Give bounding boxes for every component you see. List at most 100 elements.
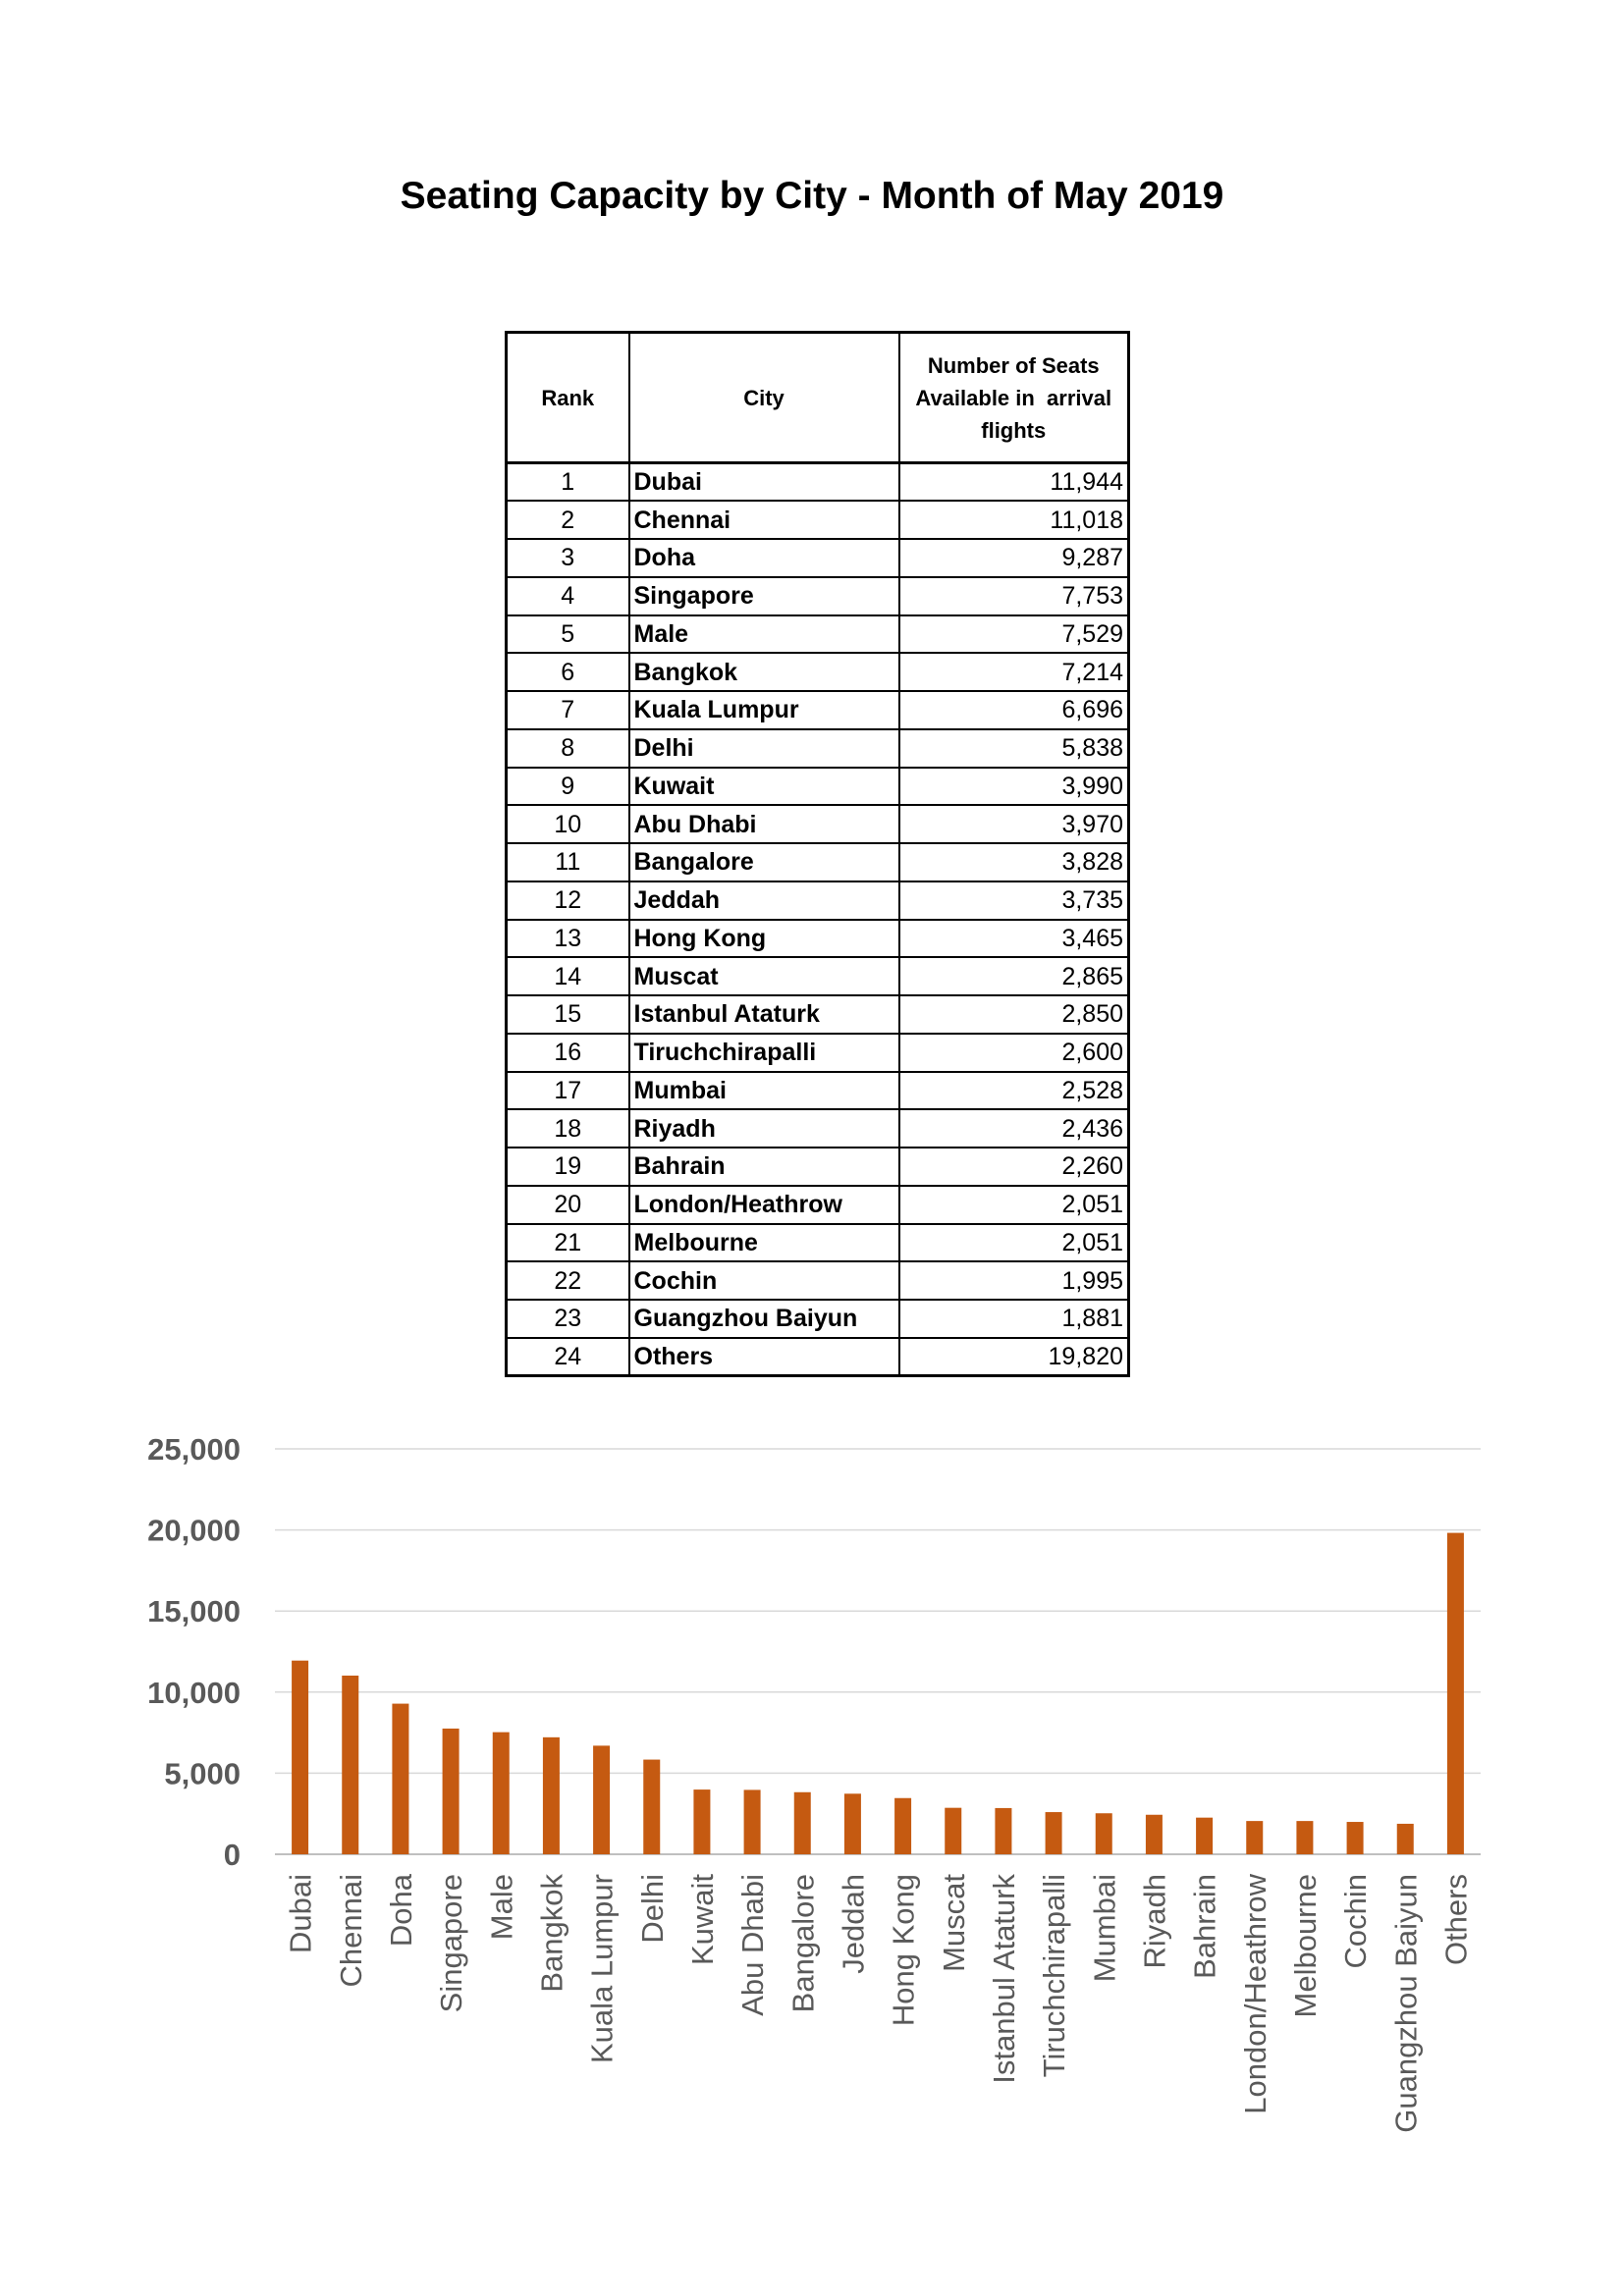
header-rank: Rank [505,331,630,464]
cell-rank: 4 [505,575,630,616]
table-row: 9 Kuwait 3,990 [505,766,1130,807]
table-row: 2 Chennai 11,018 [505,500,1130,540]
table-row: 13 Hong Kong 3,465 [505,918,1130,959]
cell-seats: 3,828 [897,842,1130,882]
cell-city: Dubai [627,461,900,503]
cell-rank: 20 [505,1184,630,1225]
bar [793,1791,811,1854]
bar [1196,1817,1214,1854]
y-tick-label: 25,000 [147,1432,241,1467]
x-tick-label: Kuwait [685,1874,720,1965]
table-row: 7 Kuala Lumpur 6,696 [505,690,1130,730]
bar [392,1703,409,1854]
x-tick-label: Singapore [434,1874,468,2012]
cell-rank: 23 [505,1299,630,1339]
bar [1045,1812,1062,1854]
cell-seats: 7,214 [897,652,1130,692]
bar [342,1675,359,1854]
x-tick-label: Istanbul Ataturk [987,1874,1021,2084]
cell-rank: 19 [505,1147,630,1187]
table-row: 3 Doha 9,287 [505,538,1130,578]
cell-rank: 14 [505,956,630,996]
bar [1095,1813,1112,1854]
table-body: 1 Dubai 11,944 2 Chennai 11,018 3 Doha 9,287 4 Sin… [505,461,1130,1377]
x-tick-label: Male [484,1874,518,1940]
x-tick-label: Delhi [635,1874,670,1944]
cell-rank: 17 [505,1070,630,1111]
cell-rank: 22 [505,1260,630,1301]
bar [1246,1821,1264,1854]
cell-seats: 5,838 [897,727,1130,769]
y-tick-label: 20,000 [147,1514,241,1548]
x-tick-label: Bangkok [534,1874,568,1993]
cell-city: Male [627,614,900,655]
bar [492,1732,510,1854]
bar [542,1736,560,1854]
cell-rank: 10 [505,804,630,844]
bar [945,1807,962,1854]
table-row: 1 Dubai 11,944 [505,461,1130,503]
cell-seats: 7,529 [897,614,1130,655]
cell-rank: 2 [505,500,630,540]
table-row: 10 Abu Dhabi 3,970 [505,804,1130,844]
cell-seats: 3,970 [897,804,1130,844]
table-row: 4 Singapore 7,753 [505,575,1130,616]
cell-rank: 12 [505,880,630,921]
x-tick-label: Chennai [334,1874,368,1987]
bar [1446,1532,1464,1854]
cell-rank: 7 [505,690,630,730]
table-row: 20 London/Heathrow 2,051 [505,1184,1130,1225]
cell-rank: 21 [505,1222,630,1263]
cell-seats: 2,865 [897,956,1130,996]
x-tick-label: Doha [384,1873,418,1947]
x-tick-label: Muscat [937,1874,971,1972]
cell-seats: 2,051 [897,1184,1130,1225]
bar [693,1789,711,1854]
cell-seats: 19,820 [897,1336,1130,1377]
cell-rank: 3 [505,538,630,578]
bar [743,1789,761,1854]
table-row: 6 Bangkok 7,214 [505,652,1130,692]
cell-city: Melbourne [627,1222,900,1263]
x-tick-label: London/Heathrow [1238,1873,1272,2113]
cell-seats: 6,696 [897,690,1130,730]
bar [1396,1823,1414,1854]
cell-seats: 3,465 [897,918,1130,959]
cell-rank: 9 [505,766,630,807]
bar [593,1745,611,1854]
table-row: 14 Muscat 2,865 [505,956,1130,996]
x-tick-label: Riyadh [1137,1874,1171,1969]
x-tick-label: Cochin [1338,1874,1373,1969]
cell-rank: 8 [505,727,630,769]
cell-seats: 2,260 [897,1147,1130,1187]
cell-seats: 11,018 [897,500,1130,540]
cell-seats: 9,287 [897,538,1130,578]
table-row: 15 Istanbul Ataturk 2,850 [505,994,1130,1035]
table-row: 24 Others 19,820 [505,1336,1130,1377]
bar [643,1759,661,1854]
cell-seats: 1,995 [897,1260,1130,1301]
y-tick-label: 10,000 [147,1676,241,1710]
table-row: 22 Cochin 1,995 [505,1260,1130,1301]
bar [843,1793,861,1854]
x-tick-label: Jeddah [836,1874,870,1974]
x-tick-label: Bangalore [785,1874,820,2012]
cell-city: Hong Kong [627,918,900,959]
cell-rank: 5 [505,614,630,655]
table-row: 17 Mumbai 2,528 [505,1070,1130,1111]
cell-rank: 15 [505,994,630,1035]
cell-city: Tiruchchirapalli [627,1032,900,1073]
cell-city: Muscat [627,956,900,996]
cell-city: Kuala Lumpur [627,690,900,730]
x-tick-label: Guangzhou Baiyun [1388,1874,1423,2133]
table-row: 21 Melbourne 2,051 [505,1222,1130,1263]
cell-city: Abu Dhabi [627,804,900,844]
header-seats: Number of Seats Available in arrival fli… [897,331,1130,464]
y-tick-label: 0 [224,1838,241,1872]
cell-city: Bangkok [627,652,900,692]
cell-city: Chennai [627,500,900,540]
cell-seats: 2,528 [897,1070,1130,1111]
cell-city: Doha [627,538,900,578]
header-city: City [627,331,900,464]
